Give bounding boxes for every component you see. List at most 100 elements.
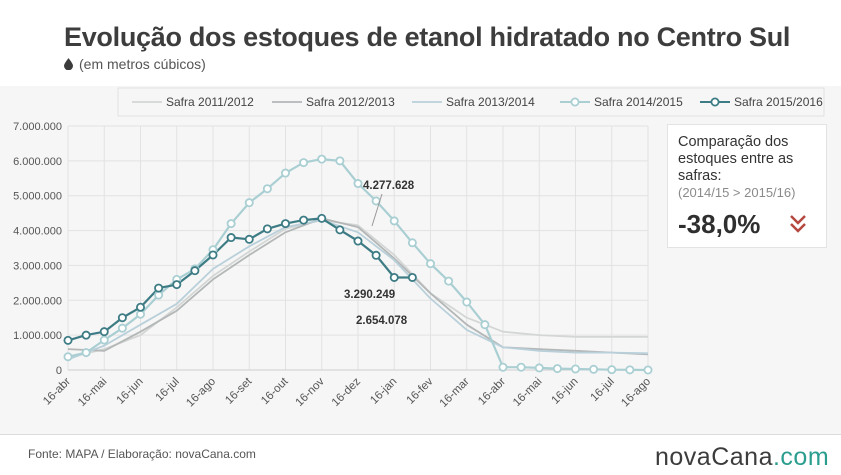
data-point [625,365,635,375]
data-point [299,158,309,168]
data-point [552,364,562,374]
logo-main: novaCana [655,443,773,471]
x-tick-label: 16-nov [294,375,328,409]
data-point [226,233,236,243]
data-point [262,184,272,194]
data-point [498,362,508,372]
legend-label: Safra 2011/2012 [166,95,254,109]
series-line [67,219,649,361]
y-tick-label: 4.000.000 [13,226,62,238]
x-tick-label: 16-abr [41,376,73,408]
x-tick-label: 16-ago [619,376,653,410]
data-point [99,327,109,337]
y-tick-label: 7.000.000 [13,121,62,133]
annotation-leader [371,193,383,227]
data-point [280,168,290,178]
data-point [389,272,399,282]
x-tick-label: 16-fev [405,375,436,406]
x-tick-label: 16-out [259,375,291,407]
comparison-value: -38,0% [678,209,761,239]
x-tick-label: 16-set [223,375,255,407]
line-chart: 0 1.000.000 2.000.000 3.000.000 4.000.000 5.0… [13,87,825,410]
data-point [244,234,254,244]
data-point [462,297,472,307]
x-tick-label: 16-mar [438,376,472,410]
data-point [244,198,254,208]
data-point [516,362,526,372]
data-point [389,216,399,226]
data-point [280,219,290,229]
data-label: 2.654.078 [356,315,408,327]
page-subtitle: (em metros cúbicos) [64,56,206,72]
x-tick-label: 16-jun [550,376,581,407]
series-line [67,219,648,359]
y-tick-label: 0 [56,365,62,377]
legend-marker [570,97,580,107]
data-point [63,352,73,362]
y-tick-label: 6.000.000 [13,156,62,168]
data-point [571,364,581,374]
x-tick-label: 16-jul [153,376,181,404]
data-point [643,365,653,375]
data-label: 3.290.249 [344,289,395,301]
data-point [172,280,182,290]
y-tick-label: 5.000.000 [13,191,62,203]
comparison-title: Comparação dos estoques entre as safras: [678,134,794,184]
legend-marker [710,97,720,107]
data-point [262,224,272,234]
data-point [117,323,127,333]
data-point [81,330,91,340]
data-point [208,250,218,260]
data-point [480,320,490,330]
legend-label: Safra 2012/2013 [306,95,395,109]
data-point [190,266,200,276]
comparison-subtitle: (2014/15 > 2015/16) [678,185,796,200]
brand-logo[interactable]: novaCana.com [655,443,829,472]
data-point [353,236,363,246]
data-point [226,219,236,229]
data-point [317,213,327,223]
x-tick-label: 16-mai [76,376,109,409]
x-tick-label: 16-abr [476,376,508,408]
y-tick-label: 1.000.000 [13,330,62,342]
data-point [317,154,327,164]
data-point [81,348,91,358]
drop-icon [64,58,73,70]
double-chevron-down-icon [790,215,806,233]
series-line [67,217,649,356]
x-tick-label: 16-mai [511,376,544,409]
x-tick-label: 16-dez [330,375,364,409]
data-point [135,302,145,312]
logo-tld: .com [772,443,830,471]
comparison-card: Comparação dos estoques entre as safras:… [667,124,827,248]
data-point [407,272,417,282]
data-point [335,225,345,235]
data-point [154,283,164,293]
legend-label: Safra 2015/2016 [734,95,823,109]
legend-label: Safra 2014/2015 [594,95,683,109]
x-tick-label: 16-jan [368,376,399,407]
data-point [371,250,381,260]
x-tick-label: 16-jul [588,376,616,404]
source-note: Fonte: MAPA / Elaboração: novaCana.com [28,447,256,461]
data-point [534,363,544,373]
data-point [425,259,435,269]
subtitle-text: (em metros cúbicos) [79,56,206,72]
data-point [63,335,73,345]
data-point [335,156,345,166]
footer [0,434,841,475]
data-point [607,365,617,375]
data-point [407,238,417,248]
data-point [444,276,454,286]
y-tick-label: 2.000.000 [13,295,62,307]
data-point [353,179,363,189]
data-label: 4.277.628 [363,180,415,192]
data-point [589,364,599,374]
data-point [117,313,127,323]
x-tick-label: 16-ago [184,376,218,410]
y-tick-label: 3.000.000 [13,260,62,272]
legend-label: Safra 2013/2014 [446,95,535,109]
page-title: Evolução dos estoques de etanol hidratad… [64,22,791,52]
data-point [99,335,109,345]
data-point [299,215,309,225]
